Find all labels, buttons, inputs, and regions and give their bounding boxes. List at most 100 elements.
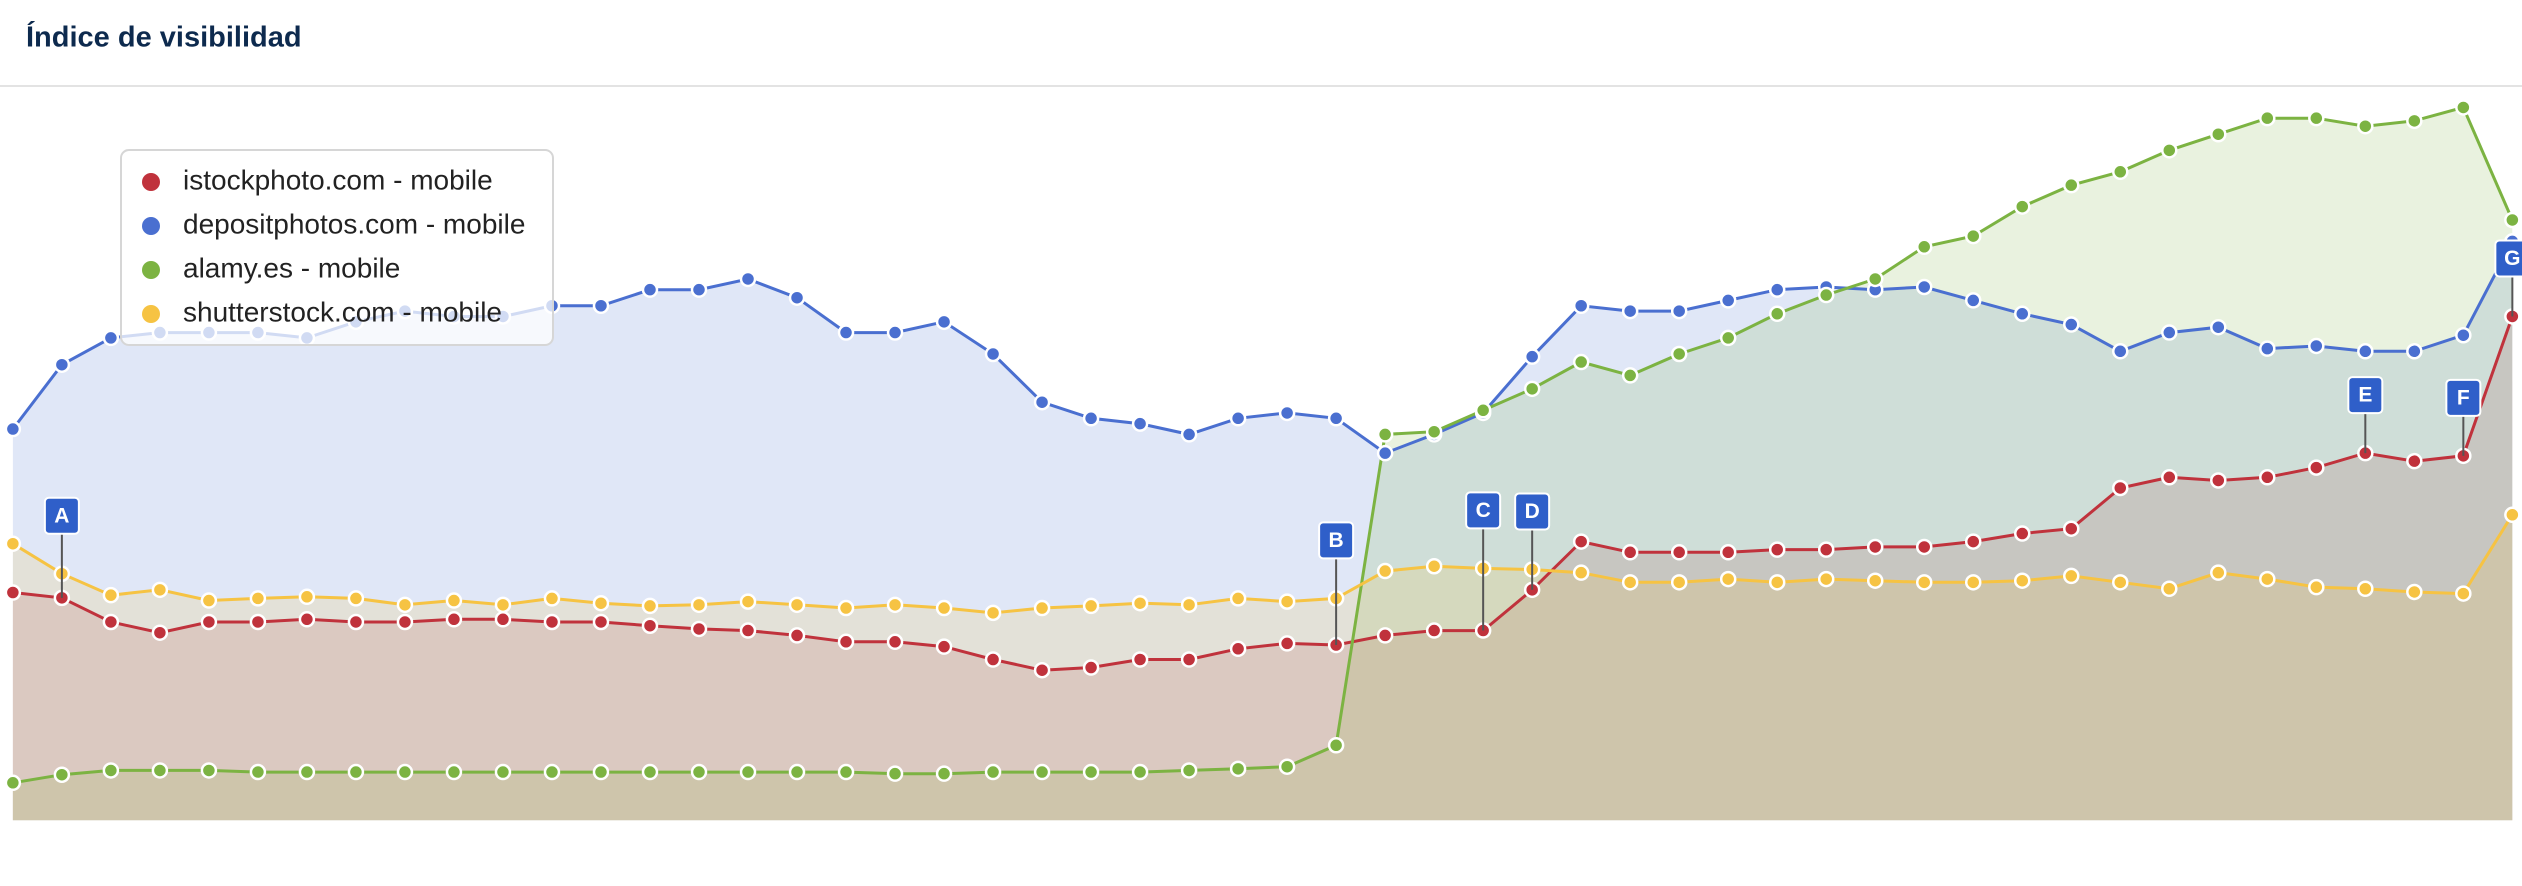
data-point — [1278, 758, 1296, 775]
data-point — [886, 633, 904, 651]
data-point — [1964, 227, 1982, 245]
data-point — [935, 313, 953, 331]
data-point — [1866, 538, 1884, 556]
data-point — [1915, 238, 1933, 256]
legend-label: depositphotos.com - mobile — [183, 208, 525, 239]
data-point — [396, 613, 414, 631]
data-point — [1621, 367, 1639, 384]
data-point — [2406, 112, 2423, 130]
data-point — [641, 763, 659, 781]
data-point — [2014, 198, 2031, 215]
data-point — [837, 763, 855, 781]
data-point — [1572, 564, 1590, 581]
series-line — [12, 514, 2514, 615]
data-point — [739, 593, 757, 610]
data-point — [1180, 651, 1198, 668]
data-point — [2112, 479, 2129, 497]
data-point — [543, 763, 561, 781]
data-point — [1523, 380, 1541, 398]
data-point — [1131, 415, 1149, 432]
annotation-flag — [1465, 491, 1502, 530]
data-point — [298, 611, 316, 628]
data-point — [2210, 318, 2227, 336]
annotation-flag — [2445, 378, 2482, 417]
data-point — [1278, 593, 1296, 610]
data-point — [445, 763, 463, 781]
data-point — [4, 584, 22, 601]
data-point — [102, 613, 120, 631]
data-point — [1474, 402, 1492, 419]
data-point — [1817, 541, 1835, 558]
data-point — [1915, 538, 1933, 556]
data-point — [592, 594, 610, 612]
data-point — [298, 763, 316, 781]
annotation-label: D — [1525, 500, 1540, 523]
data-point — [739, 763, 757, 781]
data-point — [1278, 635, 1296, 652]
data-point — [1817, 570, 1835, 588]
data-point — [935, 599, 953, 617]
data-point — [151, 624, 169, 641]
series-area — [12, 241, 2513, 821]
data-point — [1523, 348, 1541, 365]
data-point — [2063, 567, 2080, 585]
legend-label: istockphoto.com - mobile — [183, 164, 493, 195]
data-point — [1229, 590, 1247, 607]
data-point — [1327, 737, 1345, 754]
annotation-label: F — [2457, 386, 2470, 409]
data-point — [445, 611, 463, 628]
data-point — [641, 617, 659, 634]
data-point — [2161, 580, 2178, 597]
data-point — [1915, 574, 1933, 591]
data-point — [396, 596, 414, 614]
data-point — [53, 766, 71, 783]
data-point — [151, 581, 169, 599]
data-point — [592, 613, 610, 631]
data-point — [2455, 99, 2472, 116]
data-point — [1621, 544, 1639, 561]
data-point — [2161, 469, 2178, 486]
data-point — [1964, 574, 1982, 591]
data-point — [2504, 211, 2521, 229]
data-point — [1572, 297, 1590, 315]
data-point — [2210, 564, 2227, 581]
data-point — [1033, 599, 1051, 617]
data-point — [690, 763, 708, 781]
annotation-flag — [1514, 492, 1551, 531]
data-point — [151, 762, 169, 779]
data-point — [1033, 393, 1051, 411]
data-point — [543, 590, 561, 607]
data-point — [1180, 596, 1198, 614]
data-point — [102, 762, 120, 779]
data-point — [249, 763, 267, 781]
annotation-label: G — [2504, 247, 2520, 270]
data-point — [886, 324, 904, 341]
data-point — [2357, 580, 2374, 597]
data-point — [1719, 329, 1737, 347]
data-point — [739, 622, 757, 639]
annotation-flag — [1318, 521, 1355, 560]
legend-label: alamy.es - mobile — [183, 252, 400, 283]
data-point — [1768, 305, 1786, 323]
data-point — [1768, 541, 1786, 558]
data-point — [1768, 574, 1786, 591]
data-point — [298, 588, 316, 606]
data-point — [1131, 651, 1149, 668]
data-point — [1425, 557, 1443, 575]
data-point — [1180, 762, 1198, 779]
data-point — [641, 281, 659, 298]
data-point — [1866, 572, 1884, 589]
data-point — [1964, 533, 1982, 550]
data-point — [347, 590, 365, 607]
data-point — [494, 596, 512, 614]
data-point — [886, 596, 904, 614]
data-point — [347, 613, 365, 631]
data-point — [2259, 109, 2276, 127]
data-point — [739, 270, 757, 288]
data-point — [249, 590, 267, 607]
data-point — [2357, 117, 2374, 135]
data-point — [1082, 597, 1100, 615]
data-point — [494, 611, 512, 628]
